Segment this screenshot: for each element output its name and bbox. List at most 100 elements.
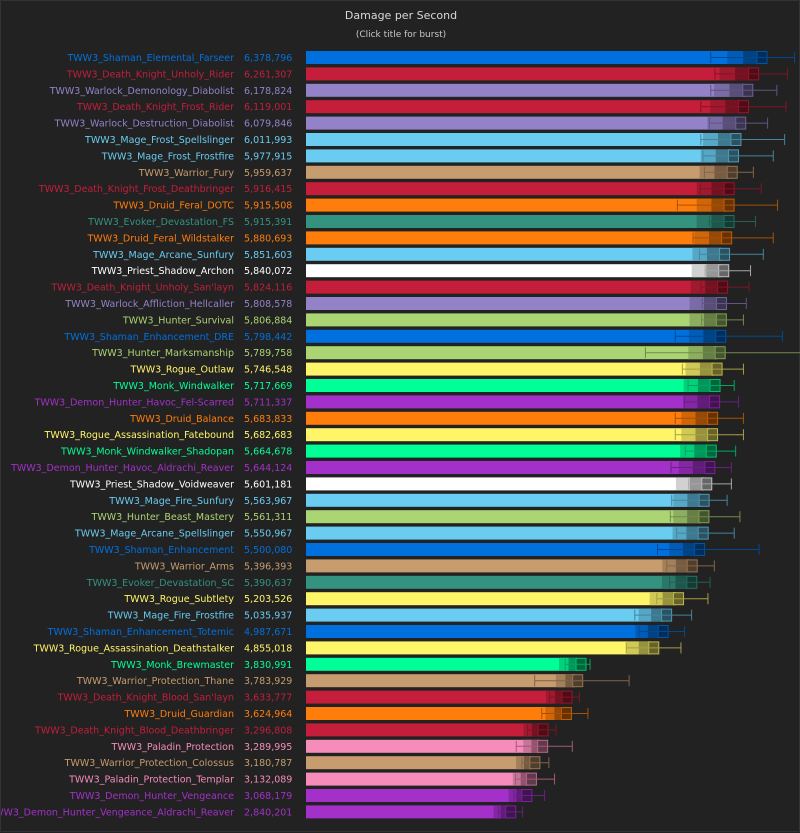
bar-value: 5,711,337 <box>244 397 292 408</box>
bar-label: TWW3_Death_Knight_Blood_Deathbringer <box>34 725 234 736</box>
bar-value: 3,624,964 <box>244 709 292 720</box>
bar-label: TWW3_Death_Knight_Frost_Rider <box>76 102 234 113</box>
bar-row: TWW3_Death_Knight_Unholy_San'layn 5,824,1… <box>50 280 750 294</box>
bar <box>306 641 651 655</box>
bar-value: 5,664,678 <box>244 447 292 458</box>
bar-label: TWW3_Hunter_Beast_Mastery <box>91 512 235 523</box>
bar-label: TWW3_Hunter_Marksmanship <box>91 348 234 359</box>
bar-segment <box>662 575 676 589</box>
bar-label: TWW3_Warrior_Fury <box>138 168 235 179</box>
bar <box>306 510 701 524</box>
bar-label: TWW3_Demon_Hunter_Havoc_Aldrachi_Reaver <box>10 463 234 474</box>
bar-value: 5,851,603 <box>244 250 292 261</box>
bar-label: TWW3_Monk_Brewmaster <box>110 660 234 671</box>
bar-value: 5,644,124 <box>244 463 292 474</box>
bar-row: TWW3_Shaman_Enhancement 5,500,080 <box>88 543 760 556</box>
bar-value: 4,987,671 <box>244 627 292 638</box>
bar-label: TWW3_Hunter_Survival <box>122 315 234 326</box>
bar <box>306 493 702 507</box>
bar-row: TWW3_Demon_Hunter_Vengeance 3,068,179 <box>69 789 546 802</box>
bar <box>306 625 661 638</box>
bar-row: TWW3_Mage_Frost_Spellslinger 6,011,993 <box>84 133 786 146</box>
bar-row: TWW3_Monk_Brewmaster 3,830,991 <box>110 657 591 671</box>
bar-row: TWW3_Rogue_Subtlety 5,203,526 <box>123 592 709 606</box>
bar <box>306 231 724 245</box>
bar-row: TWW3_Paladin_Protection_Templar 3,132,089 <box>68 772 556 786</box>
bar-segment <box>689 297 705 310</box>
bar <box>306 559 690 573</box>
bar-value: 5,916,415 <box>244 184 292 195</box>
bar <box>306 297 719 310</box>
bar-value: 5,789,758 <box>244 348 292 359</box>
bar-value: 3,132,089 <box>244 775 292 786</box>
bar-row: TWW3_Demon_Hunter_Vengeance_Aldrachi_Rea… <box>1 805 524 819</box>
bar-value: 5,682,683 <box>244 430 292 441</box>
bar-row: TWW3_Hunter_Beast_Mastery 5,561,311 <box>91 510 741 524</box>
bar-value: 6,079,846 <box>244 119 292 130</box>
bar-label: TWW3_Druid_Balance <box>129 414 234 425</box>
bar-row: TWW3_Death_Knight_Frost_Deathbringer 5,91… <box>38 182 762 196</box>
bar <box>306 428 710 442</box>
bar-row: TWW3_Warlock_Destruction_Diabolist 6,079,… <box>54 116 769 130</box>
bar-value: 3,783,929 <box>244 676 292 687</box>
bar-row: TWW3_Mage_Frost_Frostfire 5,977,915 <box>101 149 774 163</box>
bar-row: TWW3_Death_Knight_Unholy_Rider 6,261,307 <box>66 67 788 81</box>
bar-row: TWW3_Warrior_Protection_Colossus 3,180,78… <box>64 756 550 770</box>
bar <box>306 264 721 278</box>
bar-label: TWW3_Rogue_Subtlety <box>123 594 234 605</box>
chart-title[interactable]: Damage per Second <box>344 9 458 22</box>
bar-value: 3,068,179 <box>244 791 292 802</box>
bar-value: 4,855,018 <box>244 643 292 654</box>
bar-row: TWW3_Hunter_Marksmanship 5,789,758 <box>91 346 800 360</box>
bar-value: 5,396,393 <box>244 561 292 572</box>
bar <box>306 247 722 261</box>
bar <box>306 723 541 737</box>
bar-label: TWW3_Demon_Hunter_Vengeance_Aldrachi_Rea… <box>1 807 234 818</box>
bar-segment <box>516 756 524 770</box>
bar <box>306 608 664 622</box>
bar-row: TWW3_Demon_Hunter_Havoc_Aldrachi_Reaver 5… <box>10 461 732 474</box>
bar-label: TWW3_Monk_Windwalker_Shadopan <box>60 447 234 458</box>
bar-value: 5,203,526 <box>244 594 292 605</box>
bar <box>306 215 727 228</box>
bar-row: TWW3_Death_Knight_Frost_Rider 6,119,001 <box>76 100 787 114</box>
bar <box>306 362 715 376</box>
bar <box>306 133 733 146</box>
bar-label: TWW3_Rogue_Assassination_Deathstalker <box>33 643 234 654</box>
bar <box>306 329 718 343</box>
bar-label: TWW3_Paladin_Protection_Templar <box>68 775 234 786</box>
bar-label: TWW3_Mage_Arcane_Sunfury <box>92 250 234 261</box>
bar-row: TWW3_Shaman_Elemental_Farseer 6,378,796 <box>66 51 796 64</box>
bar <box>306 165 730 179</box>
bar-row: TWW3_Rogue_Outlaw 5,746,548 <box>130 362 744 376</box>
bar-row: TWW3_Rogue_Assassination_Deathstalker 4,8… <box>33 641 682 655</box>
bar-label: TWW3_Warlock_Destruction_Diabolist <box>54 119 235 130</box>
bar-row: TWW3_Druid_Guardian 3,624,964 <box>123 707 589 720</box>
bar-label: TWW3_Death_Knight_Blood_San'layn <box>57 693 234 704</box>
bar-row: TWW3_Warlock_Affliction_Hellcaller 5,808,… <box>64 297 747 310</box>
bar-value: 5,563,967 <box>244 496 292 507</box>
bar-value: 5,798,442 <box>244 332 292 343</box>
bar <box>306 772 529 786</box>
bar <box>306 543 697 556</box>
bar-label: TWW3_Priest_Shadow_Voidweaver <box>69 479 234 490</box>
bar <box>306 379 713 392</box>
bar <box>306 100 741 114</box>
bar-label: TWW3_Mage_Fire_Frostfire <box>107 611 234 622</box>
bar <box>306 756 532 770</box>
chart-subtitle: (Click title for burst) <box>355 30 447 40</box>
bar-value: 3,830,991 <box>244 660 292 671</box>
bar-label: TWW3_Mage_Frost_Spellslinger <box>84 135 234 146</box>
bar-segment <box>493 805 501 819</box>
bar-segment <box>690 280 706 294</box>
bar-label: TWW3_Paladin_Protection <box>111 742 234 753</box>
bar-value: 5,915,391 <box>244 217 292 228</box>
bar-row: TWW3_Rogue_Assassination_Fatebound 5,682,… <box>44 428 744 442</box>
bar-value: 5,746,548 <box>244 365 292 376</box>
bar-value: 5,390,637 <box>244 578 292 589</box>
bar-value: 5,500,080 <box>244 545 292 556</box>
bar-label: TWW3_Mage_Fire_Sunfury <box>108 496 234 507</box>
bar-label: TWW3_Mage_Arcane_Spellslinger <box>74 529 234 540</box>
bar-label: TWW3_Druid_Guardian <box>123 709 234 720</box>
bar <box>306 346 718 360</box>
